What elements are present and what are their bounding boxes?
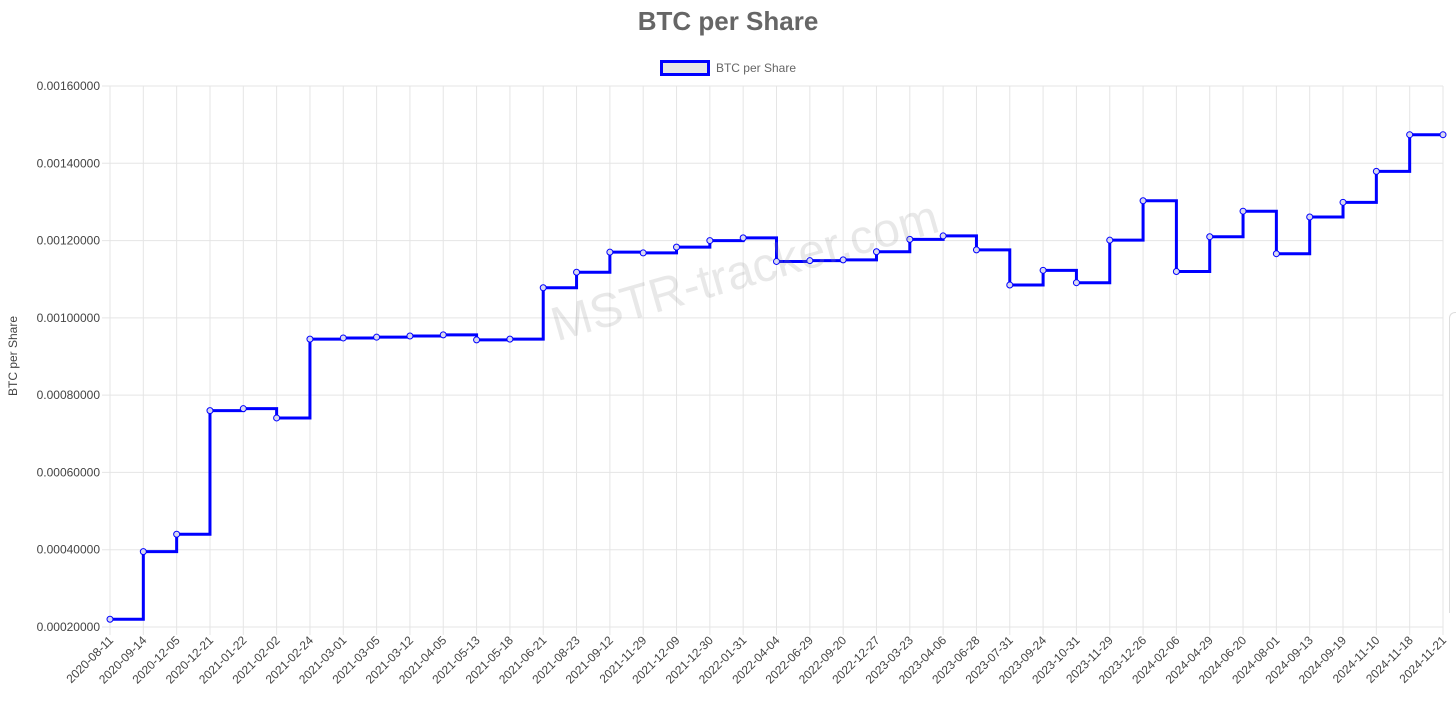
data-point[interactable] (906, 235, 914, 243)
data-point[interactable] (306, 335, 314, 343)
data-point[interactable] (1372, 167, 1380, 175)
data-point[interactable] (839, 256, 847, 264)
data-point[interactable] (106, 615, 114, 623)
data-point[interactable] (1039, 266, 1047, 274)
data-point[interactable] (806, 257, 814, 265)
x-axis-ticks: 2020-08-112020-09-142020-12-052020-12-21… (63, 633, 1449, 687)
y-tick-label: 0.00080000 (37, 388, 101, 402)
data-point[interactable] (239, 405, 247, 413)
chart-title: BTC per Share (637, 6, 819, 36)
data-point[interactable] (339, 334, 347, 342)
data-point[interactable] (706, 237, 714, 245)
data-point[interactable] (1072, 279, 1080, 287)
y-tick-label: 0.00120000 (37, 234, 101, 248)
data-point[interactable] (1006, 281, 1014, 289)
side-panel-edge (1449, 312, 1456, 613)
data-point[interactable] (139, 548, 147, 556)
data-point[interactable] (573, 268, 581, 276)
legend[interactable]: BTC per Share (0, 60, 1456, 76)
data-point[interactable] (406, 332, 414, 340)
data-point[interactable] (473, 336, 481, 344)
series-layer (106, 131, 1447, 623)
data-point[interactable] (1139, 197, 1147, 205)
data-point[interactable] (773, 257, 780, 265)
data-point[interactable] (1172, 267, 1180, 275)
data-point[interactable] (439, 331, 447, 339)
y-tick-label: 0.00140000 (37, 156, 101, 170)
grid (102, 85, 1444, 635)
data-point[interactable] (639, 249, 647, 257)
y-tick-label: 0.00060000 (37, 465, 101, 479)
data-point[interactable] (1239, 207, 1247, 215)
data-point[interactable] (1272, 250, 1280, 258)
data-point[interactable] (273, 414, 281, 422)
data-point[interactable] (206, 407, 214, 415)
data-point[interactable] (1406, 131, 1414, 139)
data-point[interactable] (872, 248, 880, 256)
data-point[interactable] (939, 232, 947, 240)
data-point[interactable] (1206, 233, 1214, 241)
data-point[interactable] (1106, 236, 1114, 244)
legend-label: BTC per Share (715, 61, 797, 75)
data-point[interactable] (606, 248, 614, 256)
data-point[interactable] (506, 335, 514, 343)
y-tick-label: 0.00020000 (37, 620, 101, 634)
y-axis-label: BTC per Share (6, 316, 20, 396)
y-tick-label: 0.00100000 (37, 311, 101, 325)
data-point[interactable] (972, 246, 980, 254)
data-point[interactable] (739, 234, 747, 242)
y-tick-label: 0.00160000 (37, 79, 101, 93)
y-tick-label: 0.00040000 (37, 543, 101, 557)
data-point[interactable] (373, 333, 381, 341)
data-point[interactable] (1439, 131, 1447, 139)
y-axis-ticks: 0.00020000 0.00040000 0.00060000 0.00080000… (37, 79, 101, 634)
data-point[interactable] (539, 284, 547, 292)
data-point[interactable] (1306, 213, 1314, 221)
data-point[interactable] (173, 530, 181, 538)
data-point[interactable] (673, 243, 681, 251)
legend-swatch (659, 60, 710, 76)
data-point[interactable] (1339, 198, 1347, 206)
